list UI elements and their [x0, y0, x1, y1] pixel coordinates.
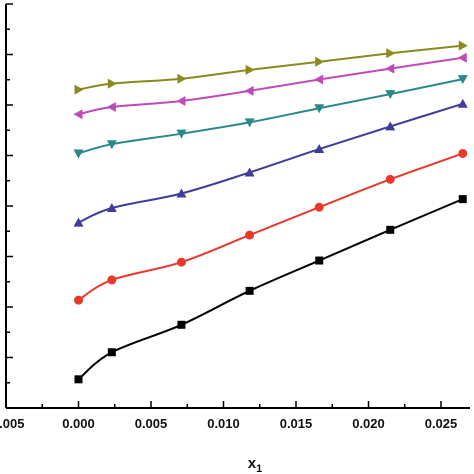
data-point [458, 40, 468, 51]
data-point [176, 95, 186, 106]
data-point [314, 202, 324, 212]
x-axis-title: x1 [248, 455, 262, 474]
x-axis-ticks: -0.005 0.000 0.005 0.010 0.015 0.020 0.025 [0, 401, 457, 431]
data-point [177, 320, 186, 329]
series-5 [73, 52, 467, 120]
data-point [244, 167, 255, 177]
data-point [245, 230, 255, 240]
data-point [457, 98, 468, 108]
data-point [386, 48, 396, 59]
data-point [314, 104, 325, 114]
data-point [73, 149, 84, 159]
data-point [106, 102, 116, 113]
data-point [74, 375, 83, 384]
y-axis-ticks [6, 3, 13, 409]
data-point [176, 188, 187, 198]
data-point [106, 140, 117, 150]
data-point [245, 286, 254, 295]
data-point [314, 74, 324, 85]
data-point [73, 109, 83, 120]
data-point [245, 64, 255, 75]
data-point [176, 257, 186, 267]
data-point [457, 75, 468, 85]
x-tick-label: 0.015 [280, 416, 313, 431]
series-line [78, 78, 463, 155]
data-point [385, 121, 396, 131]
data-point [107, 78, 117, 89]
data-point [107, 275, 117, 285]
data-point [73, 217, 84, 227]
x-tick-label: -0.005 [0, 416, 24, 431]
data-point [244, 85, 254, 96]
data-point [386, 225, 395, 234]
data-point [74, 295, 83, 305]
data-point [315, 256, 324, 265]
data-point [74, 84, 84, 95]
x-tick-label: 0.000 [62, 416, 95, 431]
data-point [106, 203, 117, 213]
data-point [385, 174, 395, 184]
data-point [176, 129, 187, 139]
data-point [107, 348, 116, 357]
x-tick-label: 0.025 [425, 416, 458, 431]
x-tick-label: 0.005 [135, 416, 168, 431]
x-tick-label: 0.020 [352, 416, 385, 431]
series-6 [74, 40, 468, 95]
data-point [385, 90, 396, 100]
data-point [458, 148, 468, 158]
series-1 [74, 195, 467, 384]
series-2 [74, 148, 468, 305]
plot-area [5, 4, 470, 409]
data-point [385, 63, 395, 74]
data-point [458, 195, 467, 204]
data-point [315, 56, 325, 67]
series-4 [73, 75, 468, 159]
data-point [177, 73, 187, 84]
series-line [77, 152, 464, 301]
x-tick-label: 0.010 [207, 416, 240, 431]
series-3 [73, 98, 468, 227]
data-point [314, 144, 325, 154]
series-line [78, 44, 463, 91]
series-layer [73, 40, 468, 384]
series-line [78, 102, 464, 224]
data-point [244, 118, 255, 128]
data-point [457, 52, 467, 63]
series-line [78, 56, 463, 116]
